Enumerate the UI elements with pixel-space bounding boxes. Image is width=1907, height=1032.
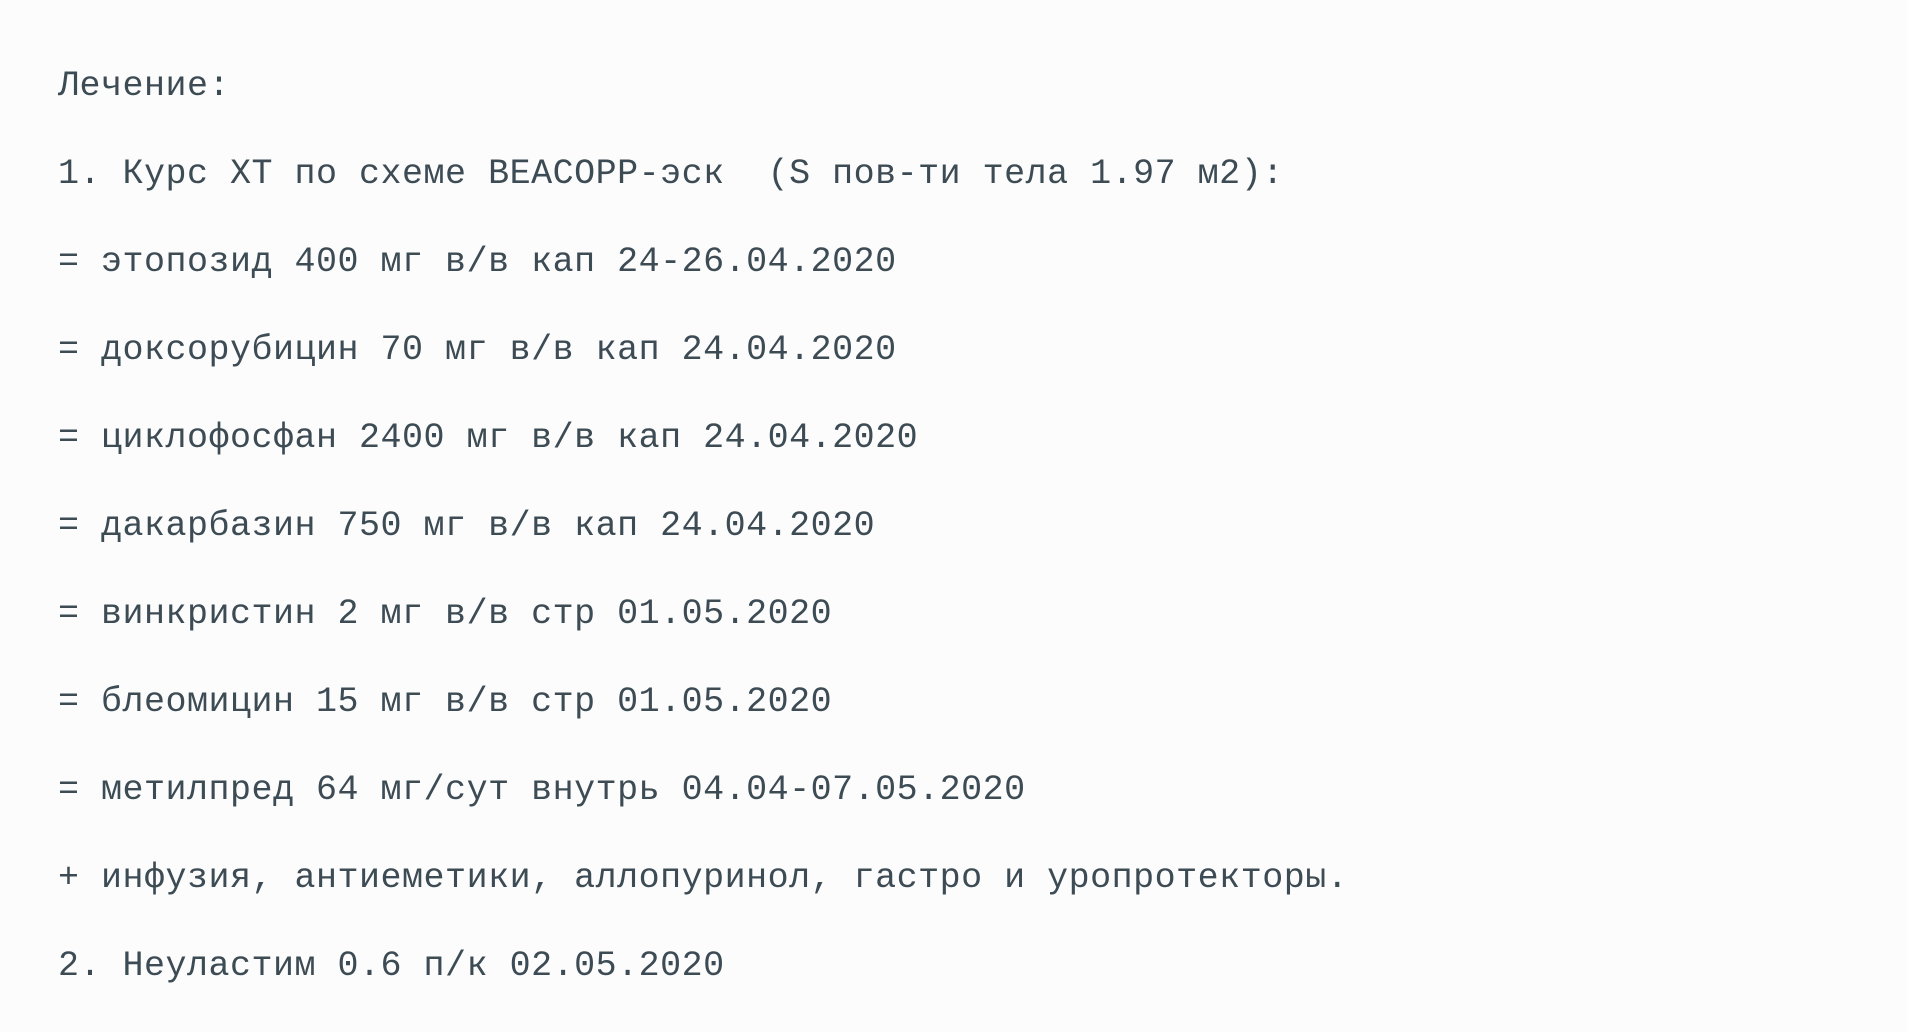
drug-row: = этопозид 400 мг в/в кап 24-26.04.2020	[58, 240, 1907, 284]
scheme-line: 1. Курс ХТ по схеме BEACOPP-эск (S пов-т…	[58, 152, 1907, 196]
drug-name: = дакарбазин 750 мг в/в кап	[58, 504, 660, 548]
drug-date: 24.04.2020	[682, 330, 897, 370]
treatment-document: Лечение: 1. Курс ХТ по схеме BEACOPP-эск…	[0, 0, 1907, 563]
drug-name: = доксорубицин 70 мг в/в кап	[58, 328, 682, 372]
drug-row: = циклофосфан 2400 мг в/в кап 24.04.2020	[58, 416, 1907, 460]
item2-date: 02.05.2020	[510, 946, 725, 986]
drug-date: 01.05.2020	[617, 682, 832, 722]
drug-row: = винкристин 2 мг в/в стр 01.05.2020	[58, 592, 1907, 636]
item2-row: 2. Неуластим 0.6 п/к 02.05.2020	[58, 944, 1907, 988]
header-line: Лечение:	[58, 64, 1907, 108]
drug-name: = циклофосфан 2400 мг в/в кап	[58, 416, 703, 460]
support-line: + инфузия, антиеметики, аллопуринол, гас…	[58, 856, 1907, 900]
drug-row: = доксорубицин 70 мг в/в кап 24.04.2020	[58, 328, 1907, 372]
drug-row: = дакарбазин 750 мг в/в кап 24.04.2020	[58, 504, 1907, 548]
drug-date: 24-26.04.2020	[617, 242, 897, 282]
drug-date: 24.04.2020	[703, 418, 918, 458]
drug-row: = метилпред 64 мг/сут внутрь 04.04-07.05…	[58, 768, 1907, 812]
drug-name: = блеомицин 15 мг в/в стр	[58, 680, 617, 724]
drug-name: = метилпред 64 мг/сут внутрь	[58, 768, 682, 812]
drug-date: 01.05.2020	[617, 594, 832, 634]
drug-date: 04.04-07.05.2020	[682, 770, 1026, 810]
drug-name: = этопозид 400 мг в/в кап	[58, 240, 617, 284]
item2-name: 2. Неуластим 0.6 п/к	[58, 944, 510, 988]
drug-date: 24.04.2020	[660, 506, 875, 546]
drug-row: = блеомицин 15 мг в/в стр 01.05.2020	[58, 680, 1907, 724]
drug-name: = винкристин 2 мг в/в стр	[58, 592, 617, 636]
